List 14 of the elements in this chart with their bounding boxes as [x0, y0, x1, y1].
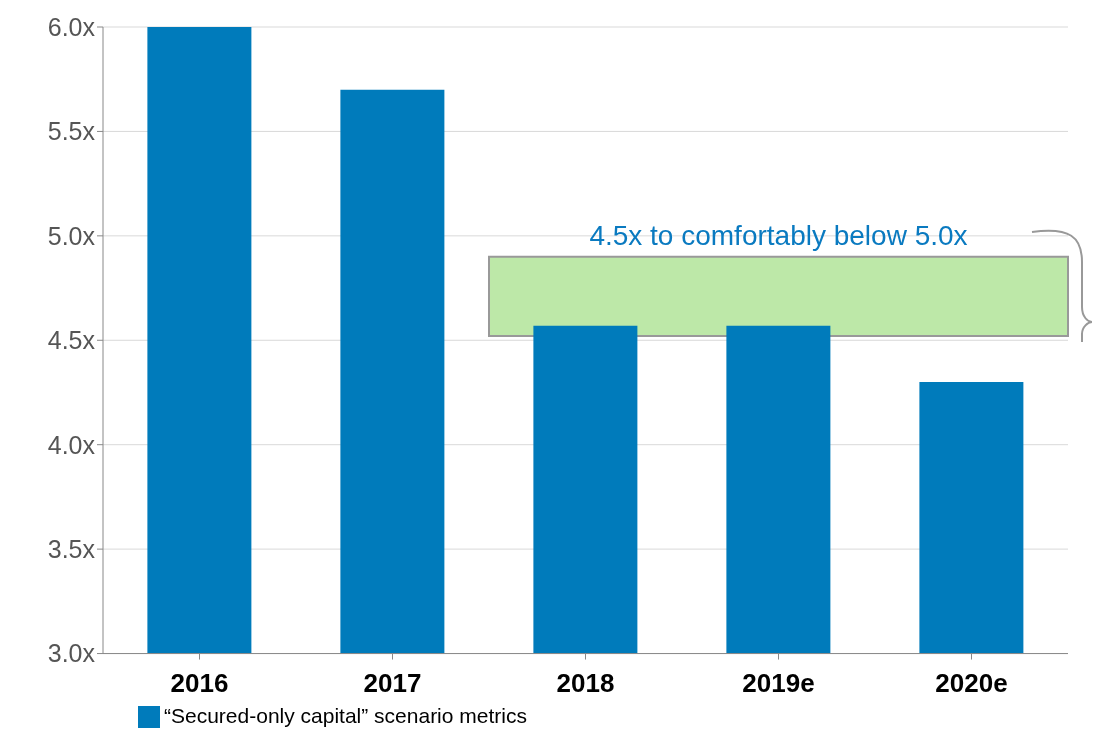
y-tick-label: 4.0x: [47, 430, 96, 459]
x-tick-label: 2020e: [935, 668, 1008, 699]
band-label: 4.5x to comfortably below 5.0x: [589, 219, 968, 251]
y-tick-label: 3.0x: [47, 639, 96, 668]
y-tick-label: 4.5x: [47, 326, 96, 355]
y-tick-label: 6.0x: [47, 12, 96, 41]
x-tick-label: 2018: [556, 668, 615, 699]
x-tick-label: 2017: [363, 668, 422, 699]
x-tick-label: 2019e: [742, 668, 815, 699]
y-tick-label: 5.5x: [47, 117, 96, 146]
x-tick-label: 2016: [170, 668, 229, 699]
y-tick-label: 3.5x: [47, 535, 96, 563]
y-tick-label: 5.0x: [47, 221, 96, 250]
legend-label: “Secured-only capital” scenario metrics: [164, 703, 527, 727]
